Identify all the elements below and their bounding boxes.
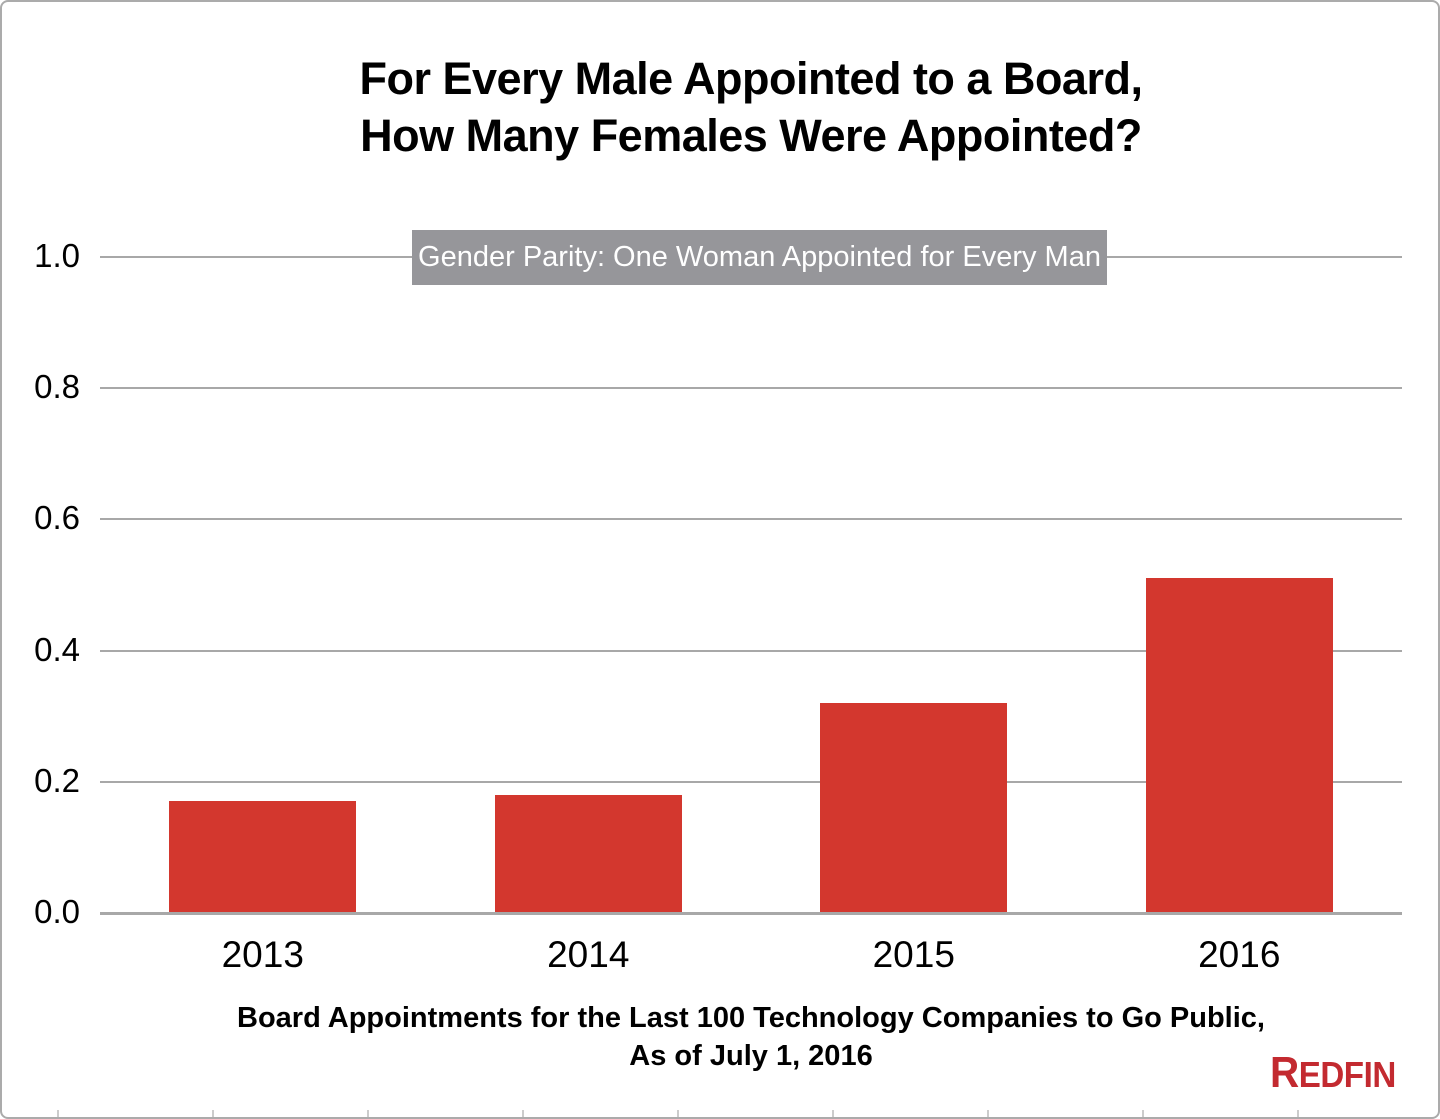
bar-2014 [494,794,682,913]
chart-title: For Every Male Appointed to a Board, How… [100,50,1402,164]
x-axis-baseline [100,912,1402,915]
x-axis-label-2014: 2014 [547,934,630,975]
frame-bottom-tick [522,1110,524,1117]
gridline-0.2 [100,780,1402,783]
frame-bottom-tick [57,1110,59,1117]
y-axis-label-0.4: 0.4 [34,630,80,668]
frame-bottom-tick [832,1110,834,1117]
frame-bottom-tick [1297,1110,1299,1117]
redfin-logo-rest: EDFIN [1298,1054,1397,1095]
gridline-0.8 [100,387,1402,390]
source-note-line2: As of July 1, 2016 [629,1040,873,1072]
source-note-line1: Board Appointments for the Last 100 Tech… [237,1002,1265,1034]
gridline-0.6 [100,518,1402,521]
redfin-logo: REDFIN [1270,1048,1396,1098]
y-axis-label-0.2: 0.2 [34,762,80,800]
frame-bottom-tick [367,1110,369,1117]
chart-title-line2: How Many Females Were Appointed? [360,110,1142,161]
source-note: Board Appointments for the Last 100 Tech… [100,999,1402,1075]
y-axis-label-0.8: 0.8 [34,368,80,406]
y-axis-label-0.0: 0.0 [34,893,80,931]
chart-title-line1: For Every Male Appointed to a Board, [359,53,1143,104]
bar-2016 [1145,578,1333,913]
frame-bottom-tick [987,1110,989,1117]
gridline-0.4 [100,649,1402,652]
x-axis-label-2013: 2013 [221,934,304,975]
x-axis-label-2015: 2015 [872,934,955,975]
bar-2013 [169,801,357,913]
x-axis-label-2016: 2016 [1198,934,1281,975]
y-axis-label-1.0: 1.0 [34,237,80,275]
redfin-logo-initial: R [1270,1048,1299,1097]
gender-parity-annotation: Gender Parity: One Woman Appointed for E… [412,230,1107,285]
frame-bottom-tick [1142,1110,1144,1117]
frame-bottom-tick [677,1110,679,1117]
bar-2015 [820,703,1008,913]
y-axis-label-0.6: 0.6 [34,499,80,537]
frame-bottom-tick [212,1110,214,1117]
